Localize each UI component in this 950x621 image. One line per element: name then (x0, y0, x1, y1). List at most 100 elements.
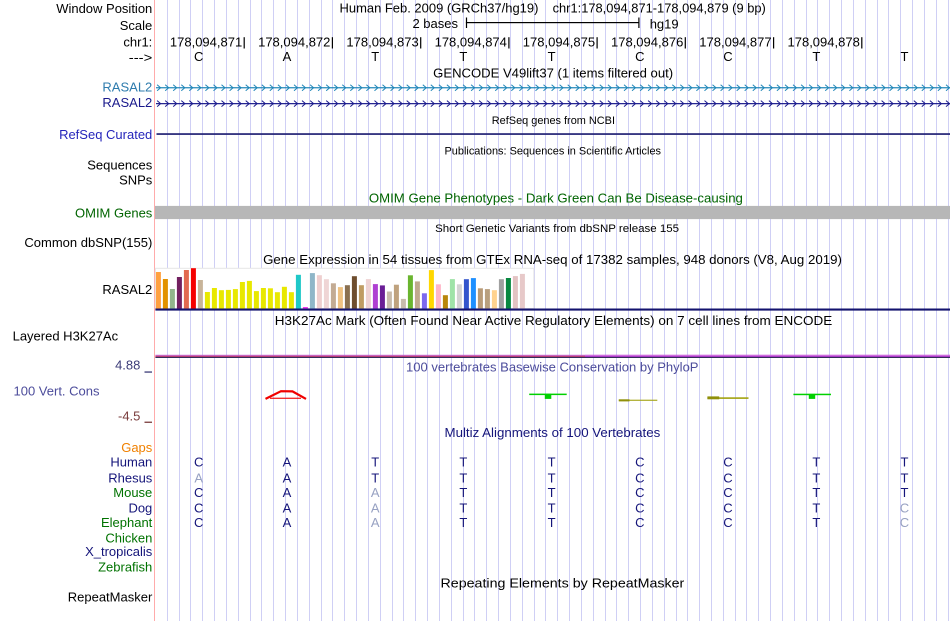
svg-text:T: T (459, 500, 467, 515)
svg-text:Repeating Elements by RepeatMa: Repeating Elements by RepeatMasker (441, 576, 686, 591)
svg-text:C: C (723, 455, 732, 470)
svg-text:C: C (723, 485, 732, 500)
svg-text:C: C (635, 515, 644, 530)
svg-text:C: C (194, 500, 203, 515)
svg-text:RepeatMasker: RepeatMasker (68, 590, 153, 605)
svg-text:C: C (635, 49, 644, 64)
svg-text:-4.5: -4.5 (118, 409, 140, 424)
svg-text:C: C (723, 470, 732, 485)
svg-text:Chicken: Chicken (105, 530, 152, 545)
svg-text:A: A (283, 49, 292, 64)
svg-text:T: T (459, 49, 467, 64)
svg-text:H3K27Ac Mark (Often Found Near: H3K27Ac Mark (Often Found Near Active Re… (275, 313, 833, 328)
svg-text:T: T (812, 455, 820, 470)
svg-text:RefSeq Curated: RefSeq Curated (59, 127, 152, 142)
svg-text:Dog: Dog (128, 500, 152, 515)
svg-text:Gaps: Gaps (121, 440, 153, 455)
svg-text:Layered H3K27Ac: Layered H3K27Ac (13, 329, 119, 344)
svg-text:A: A (371, 485, 380, 500)
svg-text:C: C (194, 455, 203, 470)
svg-text:A: A (283, 500, 292, 515)
svg-text:A: A (283, 515, 292, 530)
svg-text:T: T (812, 515, 820, 530)
svg-text:T: T (548, 470, 556, 485)
svg-text:Human Feb. 2009 (GRCh37/hg19): Human Feb. 2009 (GRCh37/hg19) (340, 0, 539, 15)
svg-text:T: T (459, 515, 467, 530)
svg-text:Window Position: Window Position (56, 1, 152, 16)
svg-text:Mouse: Mouse (113, 485, 152, 500)
svg-text:RASAL2: RASAL2 (102, 95, 152, 110)
svg-text:C: C (194, 49, 203, 64)
svg-text:--->: ---> (129, 50, 153, 65)
svg-text:T: T (459, 455, 467, 470)
svg-text:T: T (371, 49, 379, 64)
svg-text:T: T (812, 49, 820, 64)
svg-text:178,094,877: 178,094,877 (699, 34, 771, 49)
svg-text:T: T (812, 500, 820, 515)
svg-text:OMIM Gene Phenotypes - Dark Gr: OMIM Gene Phenotypes - Dark Green Can Be… (369, 190, 743, 205)
svg-text:A: A (371, 515, 380, 530)
svg-text:Sequences: Sequences (87, 158, 153, 173)
svg-text:Common dbSNP(155): Common dbSNP(155) (24, 235, 152, 250)
svg-text:C: C (635, 470, 644, 485)
svg-text:T: T (901, 470, 909, 485)
svg-text:C: C (723, 515, 732, 530)
svg-text:T: T (812, 470, 820, 485)
svg-text:SNPs: SNPs (119, 172, 153, 187)
svg-text:Elephant: Elephant (101, 515, 153, 530)
svg-text:2 bases: 2 bases (412, 16, 458, 31)
svg-text:C: C (635, 500, 644, 515)
svg-text:Zebrafish: Zebrafish (98, 560, 152, 575)
svg-text:C: C (194, 515, 203, 530)
svg-text:T: T (901, 485, 909, 500)
svg-text:178,094,872: 178,094,872 (258, 34, 330, 49)
svg-text:Multiz Alignments of 100 Verte: Multiz Alignments of 100 Vertebrates (445, 425, 661, 440)
svg-text:C: C (635, 485, 644, 500)
svg-text:T: T (548, 515, 556, 530)
svg-text:T: T (459, 470, 467, 485)
svg-text:178,094,874: 178,094,874 (435, 34, 507, 49)
svg-text:C: C (900, 500, 909, 515)
svg-text:178,094,873: 178,094,873 (346, 34, 418, 49)
svg-text:T: T (548, 500, 556, 515)
svg-text:Short Genetic Variants from db: Short Genetic Variants from dbSNP releas… (435, 223, 679, 235)
svg-text:C: C (723, 500, 732, 515)
svg-text:Human: Human (110, 455, 152, 470)
svg-text:Rhesus: Rhesus (108, 470, 153, 485)
svg-text:4.88: 4.88 (115, 358, 140, 373)
svg-text:178,094,875: 178,094,875 (523, 34, 595, 49)
svg-text:RASAL2: RASAL2 (102, 282, 152, 297)
svg-text:T: T (371, 455, 379, 470)
svg-text:178,094,878: 178,094,878 (788, 34, 860, 49)
svg-text:C: C (635, 455, 644, 470)
svg-text:RefSeq genes from NCBI: RefSeq genes from NCBI (492, 115, 615, 127)
svg-text:178,094,876: 178,094,876 (611, 34, 683, 49)
svg-text:RASAL2: RASAL2 (102, 79, 152, 94)
svg-text:GENCODE V49lift37 (1 items fil: GENCODE V49lift37 (1 items filtered out) (433, 65, 673, 80)
svg-text:T: T (901, 455, 909, 470)
svg-text:A: A (371, 500, 380, 515)
svg-text:T: T (548, 485, 556, 500)
svg-text:100 vertebrates Basewise Conse: 100 vertebrates Basewise Conservation by… (406, 360, 699, 375)
svg-text:X_tropicalis: X_tropicalis (85, 544, 153, 559)
svg-text:Publications: Sequences in Sci: Publications: Sequences in Scientific Ar… (445, 145, 662, 157)
svg-text:C: C (194, 485, 203, 500)
svg-text:T: T (901, 49, 909, 64)
svg-text:A: A (283, 455, 292, 470)
svg-text:T: T (459, 485, 467, 500)
svg-text:A: A (283, 485, 292, 500)
svg-text:OMIM Genes: OMIM Genes (75, 205, 153, 220)
svg-text:A: A (283, 470, 292, 485)
svg-text:178,094,871: 178,094,871 (170, 34, 242, 49)
svg-text:Scale: Scale (120, 18, 153, 33)
svg-text:hg19: hg19 (650, 16, 679, 31)
svg-text:chr1:: chr1: (123, 34, 152, 49)
svg-text:T: T (371, 470, 379, 485)
svg-text:chr1:178,094,871-178,094,879 (: chr1:178,094,871-178,094,879 (9 bp) (553, 0, 766, 15)
svg-text:T: T (548, 455, 556, 470)
svg-text:C: C (900, 515, 909, 530)
svg-text:T: T (548, 49, 556, 64)
svg-text:A: A (194, 470, 203, 485)
svg-text:100 Vert. Cons: 100 Vert. Cons (14, 384, 100, 399)
svg-text:C: C (723, 49, 732, 64)
